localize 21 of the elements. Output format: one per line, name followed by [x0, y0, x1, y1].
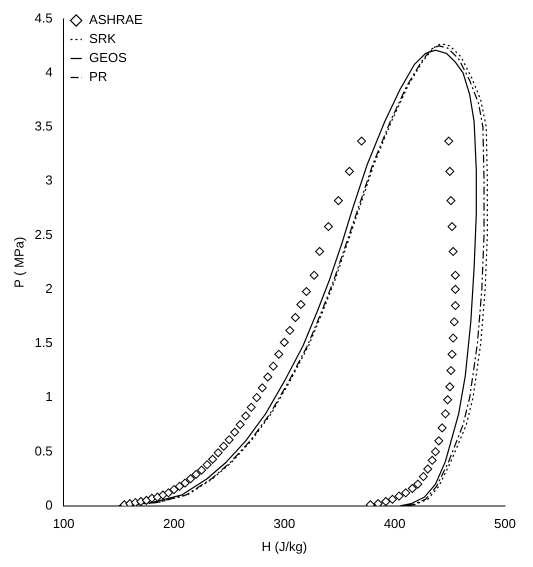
legend-label: GEOS — [89, 50, 128, 66]
x-tick-label: 400 — [384, 516, 406, 532]
x-tick-label: 500 — [494, 516, 516, 532]
legend-label: SRK — [89, 31, 116, 46]
x-tick-label: 100 — [52, 516, 75, 532]
y-tick-label: 4.5 — [34, 10, 53, 26]
y-tick-label: 0.5 — [34, 443, 53, 458]
y-tick-label: 2.5 — [34, 226, 53, 242]
y-tick-label: 4 — [45, 64, 53, 80]
y-tick-label: 2 — [45, 280, 53, 296]
y-tick-label: 3 — [45, 172, 53, 188]
y-tick-label: 3.5 — [34, 118, 53, 134]
y-axis-title: P ( MPa) — [11, 236, 26, 288]
legend-label: ASHRAE — [89, 12, 143, 28]
y-tick-label: 0 — [45, 497, 53, 512]
x-tick-label: 200 — [163, 516, 185, 532]
x-axis-title: H (J/kg) — [262, 538, 308, 554]
x-tick-label: 300 — [273, 516, 296, 532]
y-tick-label: 1.5 — [34, 335, 53, 350]
y-tick-label: 1 — [45, 389, 53, 404]
legend-label: PR — [89, 69, 108, 84]
